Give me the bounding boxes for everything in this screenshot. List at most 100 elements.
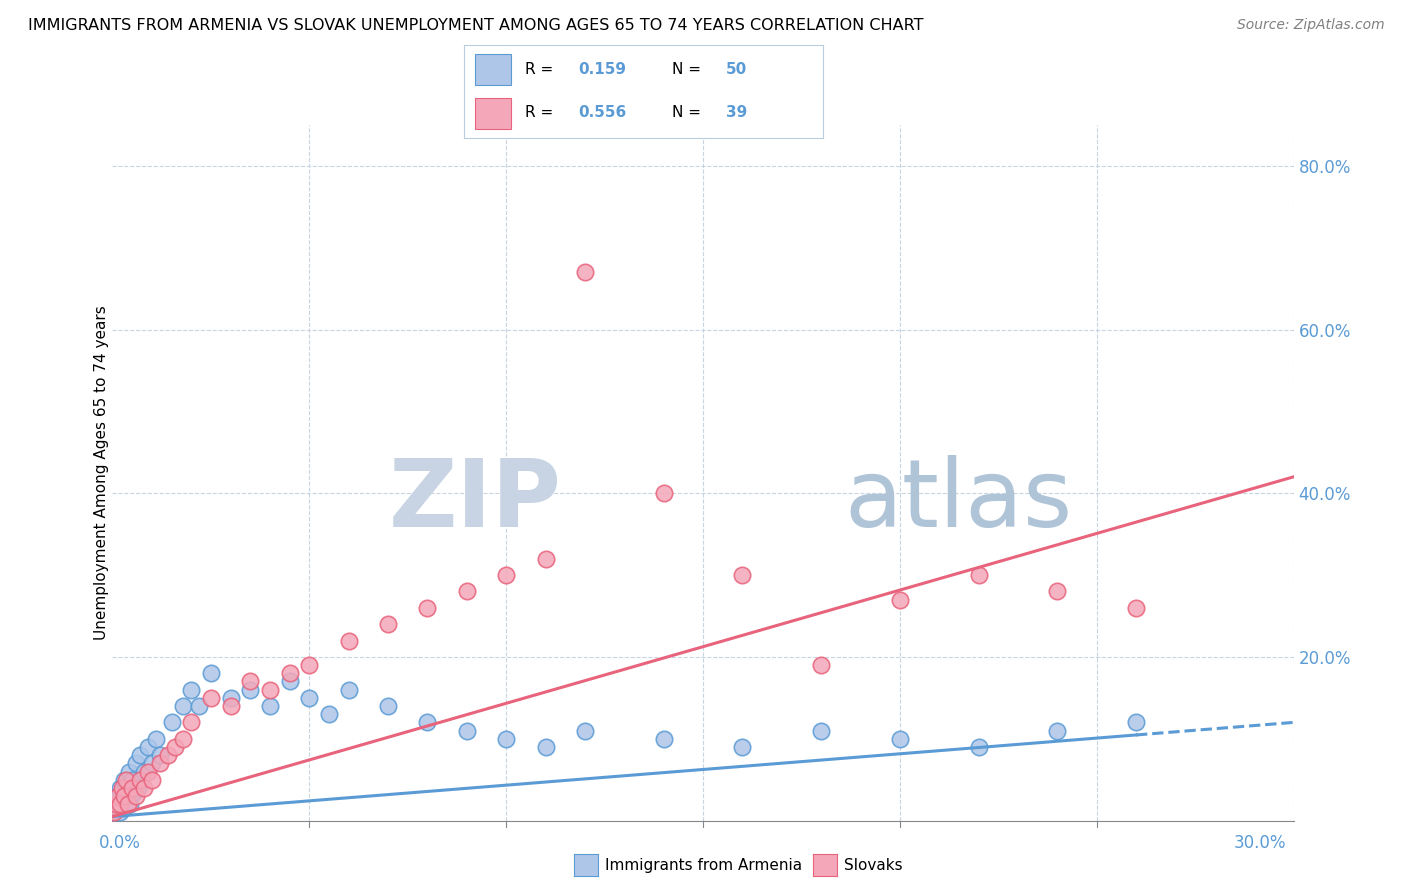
Point bbox=[115, 772, 138, 787]
Point bbox=[132, 780, 155, 795]
Point bbox=[136, 764, 159, 779]
Point bbox=[456, 584, 478, 599]
Point bbox=[149, 748, 172, 763]
Point bbox=[149, 756, 172, 771]
Point bbox=[1125, 715, 1147, 730]
Point bbox=[105, 797, 128, 812]
Point bbox=[117, 797, 139, 812]
FancyBboxPatch shape bbox=[475, 98, 510, 129]
Point bbox=[278, 666, 301, 681]
Text: Immigrants from Armenia: Immigrants from Armenia bbox=[605, 858, 801, 872]
Point bbox=[121, 772, 143, 787]
Text: 0.159: 0.159 bbox=[579, 62, 627, 78]
Point bbox=[117, 789, 139, 803]
Point bbox=[125, 789, 148, 803]
Point bbox=[145, 731, 167, 746]
Point bbox=[136, 739, 159, 754]
Point bbox=[188, 699, 211, 714]
Point bbox=[105, 801, 128, 815]
Point bbox=[112, 801, 135, 815]
Point bbox=[337, 682, 360, 697]
Point bbox=[120, 797, 142, 812]
Point bbox=[112, 789, 135, 803]
Point bbox=[110, 785, 132, 799]
Point bbox=[574, 723, 596, 738]
Point bbox=[1125, 600, 1147, 615]
Text: 30.0%: 30.0% bbox=[1234, 834, 1286, 852]
Point bbox=[298, 690, 321, 705]
Text: 0.556: 0.556 bbox=[579, 105, 627, 120]
Point bbox=[160, 715, 183, 730]
Point bbox=[107, 797, 129, 812]
Text: Slovaks: Slovaks bbox=[844, 858, 903, 872]
Point bbox=[172, 699, 194, 714]
Point bbox=[259, 682, 281, 697]
Point bbox=[1046, 723, 1069, 738]
Text: atlas: atlas bbox=[845, 455, 1073, 547]
Point bbox=[219, 690, 242, 705]
Point bbox=[298, 658, 321, 673]
Point bbox=[239, 682, 262, 697]
Point bbox=[810, 723, 832, 738]
Point bbox=[337, 633, 360, 648]
Text: IMMIGRANTS FROM ARMENIA VS SLOVAK UNEMPLOYMENT AMONG AGES 65 TO 74 YEARS CORRELA: IMMIGRANTS FROM ARMENIA VS SLOVAK UNEMPL… bbox=[28, 18, 924, 33]
Point bbox=[889, 731, 911, 746]
Point bbox=[416, 715, 439, 730]
Point bbox=[141, 772, 163, 787]
Point bbox=[132, 764, 155, 779]
Point bbox=[103, 805, 125, 820]
Point bbox=[200, 690, 222, 705]
Point bbox=[534, 551, 557, 566]
Point bbox=[172, 731, 194, 746]
Text: N =: N = bbox=[672, 62, 706, 78]
Point bbox=[534, 739, 557, 754]
FancyBboxPatch shape bbox=[475, 54, 510, 85]
Point bbox=[652, 731, 675, 746]
Point bbox=[495, 568, 517, 582]
Y-axis label: Unemployment Among Ages 65 to 74 years: Unemployment Among Ages 65 to 74 years bbox=[94, 305, 108, 640]
Point bbox=[129, 772, 152, 787]
Text: R =: R = bbox=[524, 62, 558, 78]
Point bbox=[110, 797, 132, 812]
Point bbox=[967, 568, 990, 582]
Point bbox=[115, 780, 138, 795]
Text: N =: N = bbox=[672, 105, 706, 120]
Point bbox=[239, 674, 262, 689]
Point bbox=[111, 793, 134, 807]
Text: 50: 50 bbox=[725, 62, 747, 78]
Point bbox=[731, 739, 754, 754]
Point bbox=[810, 658, 832, 673]
Point bbox=[127, 780, 149, 795]
Point bbox=[219, 699, 242, 714]
Point bbox=[180, 715, 202, 730]
Point bbox=[141, 756, 163, 771]
Point bbox=[574, 265, 596, 279]
Point bbox=[156, 748, 179, 763]
Point bbox=[731, 568, 754, 582]
Point bbox=[495, 731, 517, 746]
Text: 0.0%: 0.0% bbox=[98, 834, 141, 852]
Point bbox=[108, 780, 131, 795]
Point bbox=[107, 789, 129, 803]
Point bbox=[104, 797, 127, 812]
Text: Source: ZipAtlas.com: Source: ZipAtlas.com bbox=[1237, 18, 1385, 32]
Point bbox=[121, 780, 143, 795]
Point bbox=[377, 699, 399, 714]
Text: ZIP: ZIP bbox=[388, 455, 561, 547]
Point bbox=[200, 666, 222, 681]
Point bbox=[456, 723, 478, 738]
Point bbox=[652, 486, 675, 500]
Point bbox=[180, 682, 202, 697]
Point bbox=[111, 780, 134, 795]
Point bbox=[318, 707, 340, 722]
Point bbox=[129, 748, 152, 763]
Point bbox=[105, 789, 128, 803]
Point bbox=[165, 739, 187, 754]
Point bbox=[278, 674, 301, 689]
Point bbox=[122, 785, 145, 799]
Point bbox=[103, 805, 125, 820]
Point bbox=[967, 739, 990, 754]
Text: R =: R = bbox=[524, 105, 558, 120]
Point bbox=[118, 764, 141, 779]
Point bbox=[125, 756, 148, 771]
